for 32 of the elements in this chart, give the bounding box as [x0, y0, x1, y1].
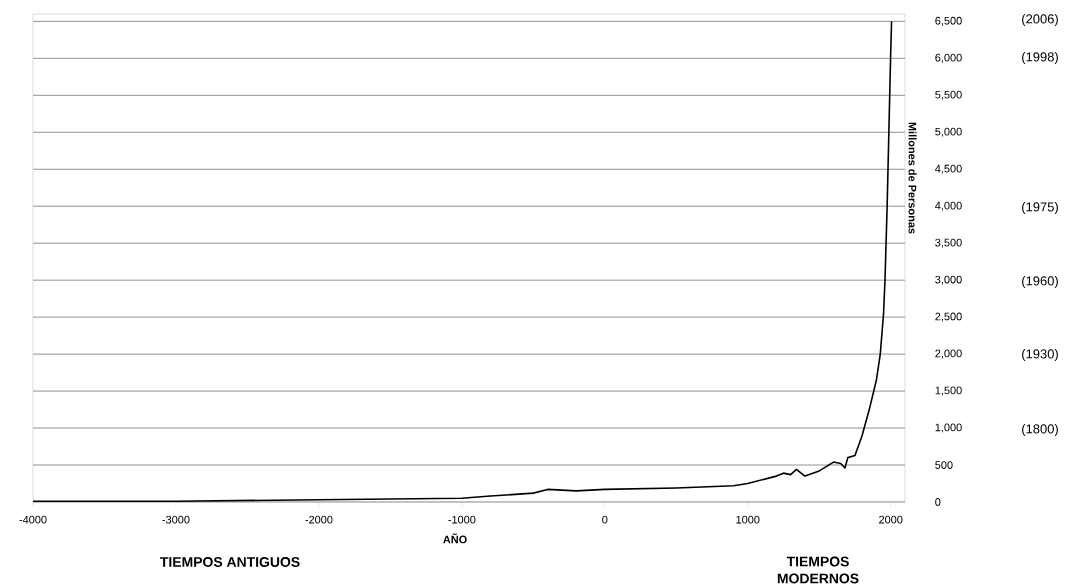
x-axis-title: AÑO — [443, 533, 467, 544]
x-tick-label: 0 — [602, 515, 608, 524]
x-tick-label: -1000 — [448, 515, 476, 524]
x-tick-label: 1000 — [736, 515, 760, 524]
x-tick-label: -4000 — [19, 515, 47, 524]
y-axis-title: Millones de Personas — [908, 122, 917, 234]
y-tick-label: 4,500 — [935, 164, 962, 174]
text: TIEMPOS MODERNOS — [777, 556, 859, 584]
y-tick-label: 0 — [935, 498, 941, 506]
y-tick-label: 3,500 — [935, 238, 962, 248]
text: TIEMPOS ANTIGUOS — [160, 557, 300, 567]
x-tick-label: -2000 — [305, 515, 333, 524]
y-tick-label: 5,000 — [935, 127, 962, 137]
x-tick-label: 2000 — [879, 515, 903, 524]
y-tick-label: 6,500 — [935, 16, 962, 26]
text: (1800) — [1022, 423, 1058, 437]
text: (2006) — [1022, 13, 1058, 27]
y-tick-label: 500 — [935, 461, 953, 469]
y-tick-label: 1,000 — [935, 423, 962, 433]
y-tick-label: 6,000 — [935, 53, 962, 63]
text: (1960) — [1022, 275, 1058, 289]
x-tick-label: -3000 — [162, 515, 190, 524]
text: (1975) — [1022, 201, 1058, 215]
text: (1930) — [1022, 348, 1058, 362]
y-tick-label: 2,500 — [935, 312, 962, 322]
text: (1998) — [1022, 51, 1058, 65]
y-tick-label: 5,500 — [935, 90, 962, 100]
y-tick-label: 3,000 — [935, 275, 962, 285]
y-tick-label: 4,000 — [935, 201, 962, 211]
line-series — [32, 20, 893, 503]
y-tick-label: 2,000 — [935, 349, 962, 359]
y-tick-label: 1,500 — [935, 386, 962, 396]
